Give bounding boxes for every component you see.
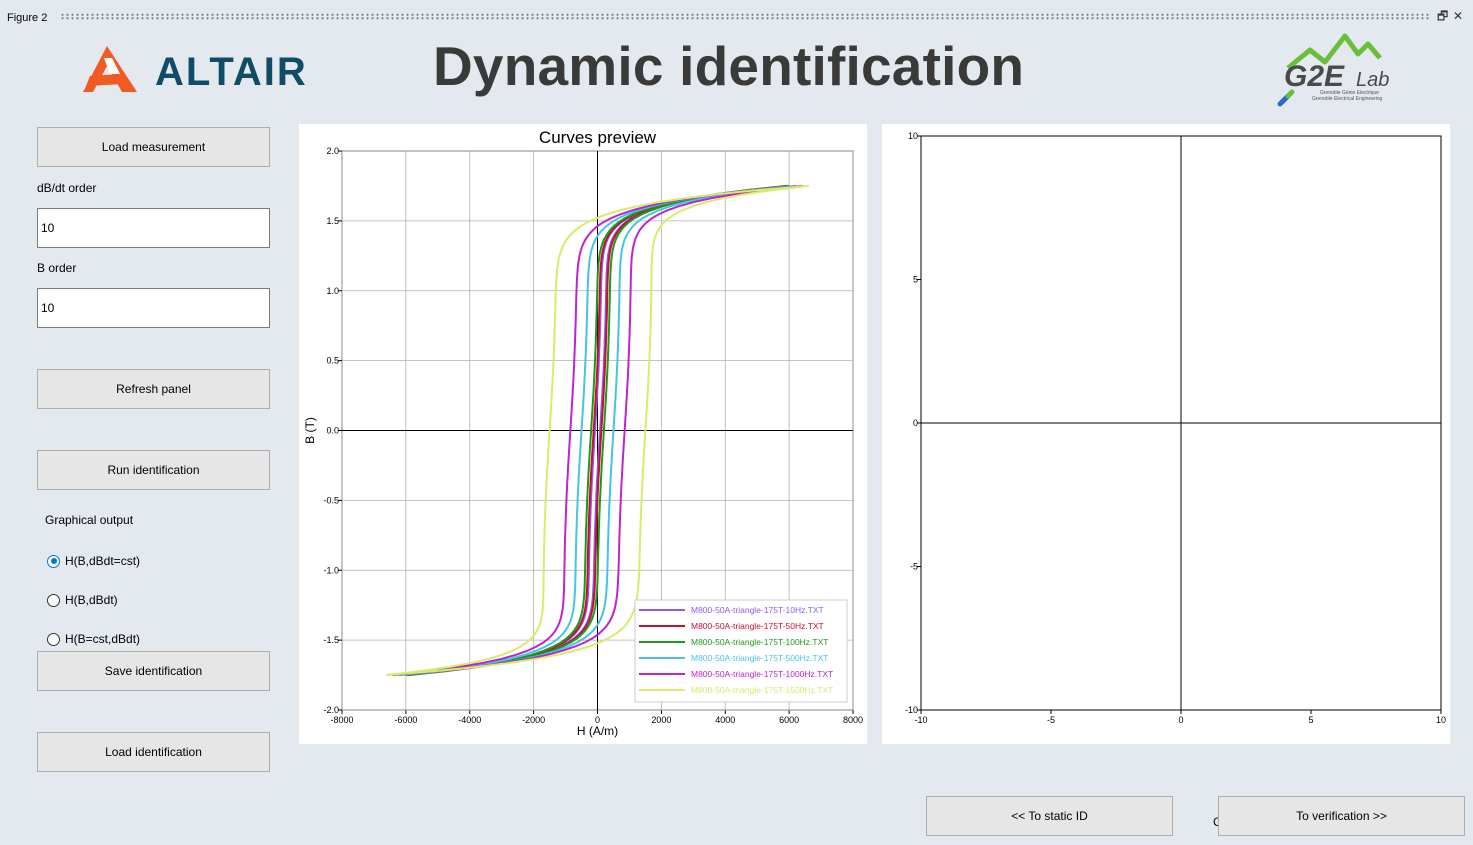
g2e-tagline-2: Grenoble Electrical Engineering [1312, 96, 1383, 102]
radio-h-b-dbdt-cst[interactable]: H(B,dBdt=cst) [47, 554, 140, 568]
tick-label-y: 0 [913, 418, 918, 428]
b-order-input[interactable]: 10 [37, 288, 270, 328]
x-axis-label: H (A/m) [577, 724, 618, 738]
radio-label: H(B=cst,dBdt) [65, 632, 141, 646]
legend-entry: M800-50A-triangle-175T-1500Hz.TXT [691, 685, 833, 695]
legend-entry: M800-50A-triangle-175T-1000Hz.TXT [691, 669, 833, 679]
tick-label-x: 2000 [651, 715, 671, 725]
curves-preview-chart[interactable]: -8000 -6000 -4000 -2000 0 2000 4000 6000 8000 -2.… [299, 124, 867, 744]
tick-label-x: -4000 [458, 715, 481, 725]
tick-label-y: 10 [908, 131, 918, 141]
legend-entry: M800-50A-triangle-175T-500Hz.TXT [691, 653, 828, 663]
dbdt-order-label: dB/dt order [37, 181, 97, 195]
tick-label-y: -10 [905, 705, 918, 715]
tick-label-x: 5 [1308, 715, 1313, 725]
series-line [386, 184, 809, 677]
tick-label-y: 5 [913, 275, 918, 285]
page-title: Dynamic identification [433, 35, 1025, 97]
tick-label-x: 0 [1178, 715, 1183, 725]
stray-label: C [1213, 815, 1222, 829]
g2e-tagline-1: Grenoble Génie Electrique [1320, 90, 1379, 96]
to-static-id-button[interactable]: << To static ID [926, 796, 1173, 836]
tick-label-x: 0 [595, 715, 600, 725]
tick-label-y: -5 [910, 562, 918, 572]
tick-label-x: -10 [914, 715, 927, 725]
restore-icon[interactable]: 🗗 [1437, 9, 1449, 23]
legend-entry: M800-50A-triangle-175T-100Hz.TXT [691, 637, 828, 647]
tick-label-y: -1.0 [323, 565, 339, 575]
altair-logo-text: ALTAIR [155, 50, 308, 94]
g2e-lab-text: Lab [1356, 69, 1389, 91]
tick-label-y: 0.0 [326, 426, 339, 436]
tick-label-y: 0.5 [326, 356, 339, 366]
tick-label-x: 10 [1436, 715, 1446, 725]
chart-title: Curves preview [539, 128, 657, 147]
tick-label-x: 4000 [715, 715, 735, 725]
altair-mark-icon [83, 46, 137, 92]
radio-h-b-dbdt[interactable]: H(B,dBdt) [47, 593, 118, 607]
tick-label-x: -5 [1047, 715, 1055, 725]
identification-plot-panel: -10 -5 0 5 10 -10 -5 0 5 10 [882, 124, 1450, 744]
altair-logo [83, 46, 137, 92]
close-icon[interactable]: ✕ [1453, 9, 1464, 23]
radio-unselected-icon[interactable] [47, 593, 60, 607]
graphical-output-label: Graphical output [45, 513, 134, 527]
tick-label-x: -2000 [522, 715, 545, 725]
to-verification-button[interactable]: To verification >> [1218, 796, 1465, 836]
dbdt-order-input[interactable]: 10 [37, 208, 270, 248]
save-identification-button[interactable]: Save identification [37, 651, 270, 691]
curves-preview-panel: -8000 -6000 -4000 -2000 0 2000 4000 6000 8000 -2.… [299, 124, 867, 744]
tick-label-y: 1.5 [326, 216, 339, 226]
g2e-text: G2E [1284, 60, 1345, 93]
tick-label-y: 2.0 [326, 146, 339, 156]
tick-label-x: 6000 [779, 715, 799, 725]
tick-label-y: -0.5 [323, 495, 339, 505]
tick-label-y: -2.0 [323, 705, 339, 715]
legend-box [634, 599, 848, 703]
load-identification-button[interactable]: Load identification [37, 732, 270, 772]
radio-label: H(B,dBdt) [65, 593, 118, 607]
refresh-panel-button[interactable]: Refresh panel [37, 369, 270, 409]
tick-label-y: 1.0 [326, 286, 339, 296]
tick-label-x: -8000 [330, 715, 353, 725]
y-axis-label: B (T) [303, 417, 317, 444]
titlebar-grip[interactable] [60, 13, 1430, 20]
run-identification-button[interactable]: Run identification [37, 450, 270, 490]
window-titlebar: Figure 2 🗗 ✕ [0, 0, 1473, 36]
radio-selected-icon[interactable] [47, 554, 60, 568]
b-order-label: B order [37, 261, 77, 275]
tick-label-x: 8000 [843, 715, 863, 725]
window-title: Figure 2 [7, 12, 48, 24]
identification-plot-chart[interactable]: -10 -5 0 5 10 -10 -5 0 5 10 [882, 124, 1450, 744]
radio-h-b-cst-dbdt[interactable]: H(B=cst,dBdt) [47, 632, 140, 646]
legend-entry: M800-50A-triangle-175T-10Hz.TXT [691, 605, 824, 615]
g2elab-logo: G2E Lab Grenoble Génie Electrique Grenob… [1277, 33, 1389, 107]
tick-label-x: -6000 [394, 715, 417, 725]
radio-unselected-icon[interactable] [47, 632, 60, 646]
legend-entry: M800-50A-triangle-175T-50Hz.TXT [691, 621, 824, 631]
tick-label-y: -1.5 [323, 635, 339, 645]
radio-label: H(B,dBdt=cst) [65, 554, 141, 568]
load-measurement-button[interactable]: Load measurement [37, 127, 270, 167]
